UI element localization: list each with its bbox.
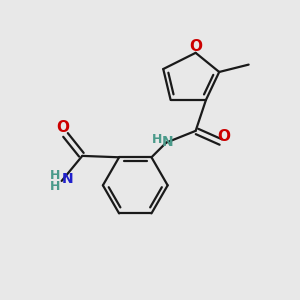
Text: H: H	[50, 180, 60, 193]
Text: H: H	[50, 169, 60, 182]
Text: O: O	[57, 120, 70, 135]
Text: N: N	[162, 135, 173, 149]
Text: N: N	[62, 172, 74, 186]
Text: O: O	[190, 39, 203, 54]
Text: H: H	[152, 133, 163, 146]
Text: O: O	[217, 129, 230, 144]
